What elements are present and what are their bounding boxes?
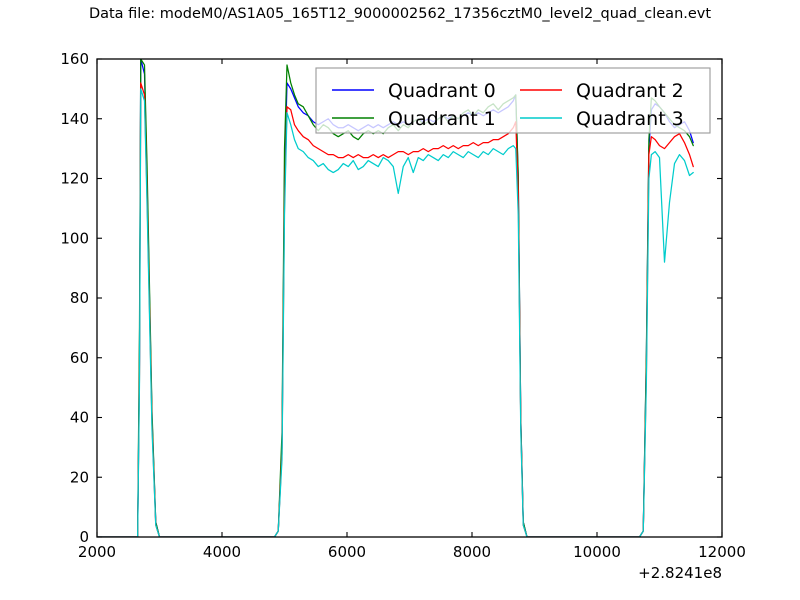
- series-line-quadrant-3: [97, 88, 694, 537]
- axis-ticks-group: 2000 4000 6000 8000 10000 12000 0 20 40 60 80 100 12…: [60, 50, 746, 561]
- y-tick-label: 120: [60, 170, 89, 188]
- legend-label-quadrant-1: Quadrant 1: [388, 108, 496, 130]
- y-tick-label: 40: [70, 409, 89, 427]
- y-tick-label: 60: [70, 349, 89, 367]
- legend-label-quadrant-0: Quadrant 0: [388, 80, 496, 102]
- y-tick-label: 100: [60, 229, 89, 247]
- x-tick-label: 12000: [698, 543, 746, 561]
- y-tick-label: 80: [70, 289, 89, 307]
- x-tick-label: 8000: [453, 543, 491, 561]
- x-tick-label: 6000: [328, 543, 366, 561]
- y-tick-label: 0: [79, 528, 89, 546]
- legend-box: [315, 67, 711, 134]
- x-axis-offset-group: +2.8241e8: [638, 564, 722, 582]
- y-tick-label: 20: [70, 468, 89, 486]
- x-tick-label: 10000: [573, 543, 621, 561]
- chart-legend: Quadrant 0 Quadrant 2 Quadrant 1 Quadrant 3: [315, 67, 711, 134]
- series-line-quadrant-2: [97, 82, 694, 537]
- y-tick-label: 140: [60, 110, 89, 128]
- x-tick-label: 4000: [203, 543, 241, 561]
- legend-label-quadrant-3: Quadrant 3: [576, 108, 684, 130]
- x-axis-offset-label: +2.8241e8: [638, 564, 722, 582]
- page-title: Data file: modeM0/AS1A05_165T12_90000025…: [88, 6, 712, 22]
- x-tick-label: 2000: [78, 543, 116, 561]
- y-tick-label: 160: [60, 50, 89, 68]
- legend-label-quadrant-2: Quadrant 2: [576, 80, 684, 102]
